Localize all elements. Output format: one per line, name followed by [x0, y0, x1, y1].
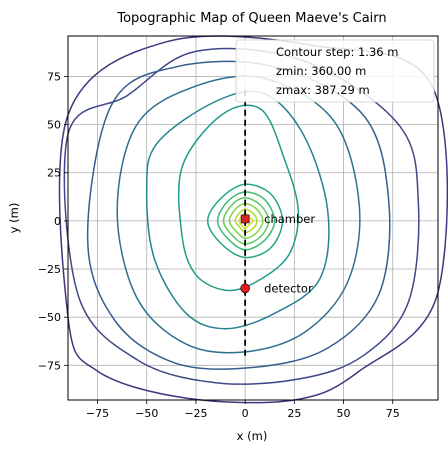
axes-frame [67, 35, 439, 401]
y-tick-label: −50 [38, 311, 61, 324]
contour-line [86, 60, 391, 370]
legend-box: Contour step: 1.36 m zmin: 360.00 m zmax: … [235, 39, 435, 103]
x-tick-label: 50 [337, 407, 351, 420]
x-axis-label: x (m) [237, 429, 268, 443]
y-tick-label: −75 [38, 359, 61, 372]
y-tick-label: 25 [47, 167, 61, 180]
contour-line [234, 208, 258, 234]
x-tick-label: −50 [135, 407, 158, 420]
x-tick-label: 25 [287, 407, 301, 420]
legend-entry: Contour step: 1.36 m [276, 45, 398, 59]
y-tick-label: −25 [38, 263, 61, 276]
contour-line [228, 202, 264, 239]
detector-marker [240, 283, 250, 294]
contour-line [216, 191, 276, 251]
legend-frame [235, 39, 435, 103]
contour-line [238, 212, 254, 230]
chart-title: Topographic Map of Queen Maeve's Cairn [116, 11, 386, 26]
y-axis-label: y (m) [7, 203, 21, 234]
contour-line [206, 183, 284, 259]
detector-label: detector [264, 281, 313, 295]
contour-line [58, 35, 448, 404]
y-tick-label: 0 [54, 215, 61, 228]
ticks: −75 −50 −25 0 25 50 75 −75 −50 −25 0 25 50 75 [38, 70, 400, 420]
contour-line [63, 47, 420, 385]
y-tick-label: 75 [47, 70, 61, 83]
annotations: chamber detector [240, 86, 315, 356]
y-tick-label: 50 [47, 119, 61, 132]
legend-entry: zmax: 387.29 m [276, 83, 370, 97]
contour-line [177, 104, 300, 292]
legend-entry: zmin: 360.00 m [276, 64, 366, 78]
chamber-marker [240, 214, 250, 224]
chamber-label: chamber [264, 212, 315, 226]
x-tick-label: −25 [184, 407, 207, 420]
x-tick-label: −75 [86, 407, 109, 420]
x-tick-label: 0 [242, 407, 249, 420]
contour-line [222, 197, 270, 245]
x-tick-label: 75 [386, 407, 400, 420]
